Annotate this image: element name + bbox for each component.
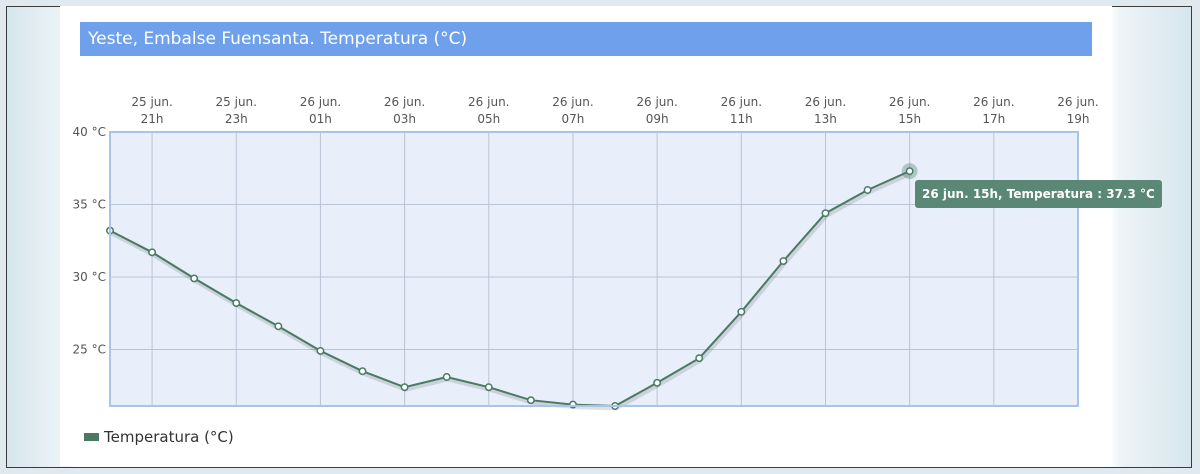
x-tick-label-hour: 09h bbox=[646, 112, 669, 126]
data-tooltip: 26 jun. 15h, Temperatura : 37.3 °C bbox=[915, 180, 1162, 208]
x-tick-label-date: 26 jun. bbox=[889, 95, 930, 109]
x-tick-label-hour: 17h bbox=[982, 112, 1005, 126]
x-axis: 25 jun. 21h 25 jun. 23h 26 jun. 01h 26 jun. 03h… bbox=[131, 95, 1098, 126]
x-tick-label-hour: 05h bbox=[477, 112, 500, 126]
data-point bbox=[695, 354, 704, 363]
data-point bbox=[821, 209, 830, 218]
x-tick-label-hour: 01h bbox=[309, 112, 332, 126]
legend-item-temperatura[interactable]: Temperatura (°C) bbox=[84, 428, 234, 446]
data-point bbox=[526, 396, 535, 405]
data-point bbox=[190, 274, 199, 283]
x-tick-label-date: 26 jun. bbox=[805, 95, 846, 109]
x-tick-label-hour: 23h bbox=[225, 112, 248, 126]
data-point bbox=[442, 373, 451, 381]
series-line bbox=[109, 170, 911, 408]
chart-title: Yeste, Embalse Fuensanta. Temperatura (°… bbox=[80, 22, 1092, 56]
x-tick-label-hour: 13h bbox=[814, 112, 837, 126]
x-tick-label-hour: 21h bbox=[141, 112, 164, 126]
data-point bbox=[274, 322, 283, 331]
data-point bbox=[779, 257, 788, 265]
data-point bbox=[148, 248, 157, 257]
y-tick-label: 25 °C bbox=[73, 342, 106, 356]
x-tick-label-date: 25 jun. bbox=[216, 95, 257, 109]
x-tick-label-date: 26 jun. bbox=[721, 95, 762, 109]
legend-swatch bbox=[84, 433, 99, 441]
y-tick-label: 30 °C bbox=[73, 270, 106, 284]
x-tick-label-hour: 15h bbox=[898, 112, 921, 126]
x-tick-label-date: 26 jun. bbox=[636, 95, 677, 109]
data-point bbox=[484, 383, 493, 392]
data-point bbox=[737, 307, 746, 316]
data-point bbox=[358, 367, 367, 376]
x-tick-label-date: 26 jun. bbox=[552, 95, 593, 109]
series-temperatura bbox=[106, 163, 918, 411]
x-tick-label-date: 26 jun. bbox=[468, 95, 509, 109]
series-line-shadow bbox=[109, 170, 912, 411]
y-tick-label: 40 °C bbox=[73, 125, 106, 139]
data-point bbox=[400, 383, 409, 392]
plot-area bbox=[110, 132, 1078, 406]
x-tick-label-hour: 03h bbox=[393, 112, 416, 126]
legend-label: Temperatura (°C) bbox=[104, 428, 234, 446]
y-axis: 40 °C 35 °C 30 °C 25 °C bbox=[73, 125, 106, 356]
data-point bbox=[863, 186, 872, 194]
x-tick-label-date: 26 jun. bbox=[384, 95, 425, 109]
data-point bbox=[905, 167, 914, 176]
x-tick-label-date: 25 jun. bbox=[131, 95, 172, 109]
y-tick-label: 35 °C bbox=[73, 197, 106, 211]
data-point bbox=[316, 346, 325, 355]
x-tick-label-hour: 07h bbox=[562, 112, 585, 126]
x-tick-label-date: 26 jun. bbox=[300, 95, 341, 109]
x-tick-label-date: 26 jun. bbox=[973, 95, 1014, 109]
x-tick-label-date: 26 jun. bbox=[1057, 95, 1098, 109]
data-point bbox=[653, 378, 662, 387]
plot-border bbox=[109, 131, 1079, 407]
data-point bbox=[232, 299, 241, 308]
x-tick-label-hour: 19h bbox=[1067, 112, 1090, 126]
x-tick-label-hour: 11h bbox=[730, 112, 753, 126]
